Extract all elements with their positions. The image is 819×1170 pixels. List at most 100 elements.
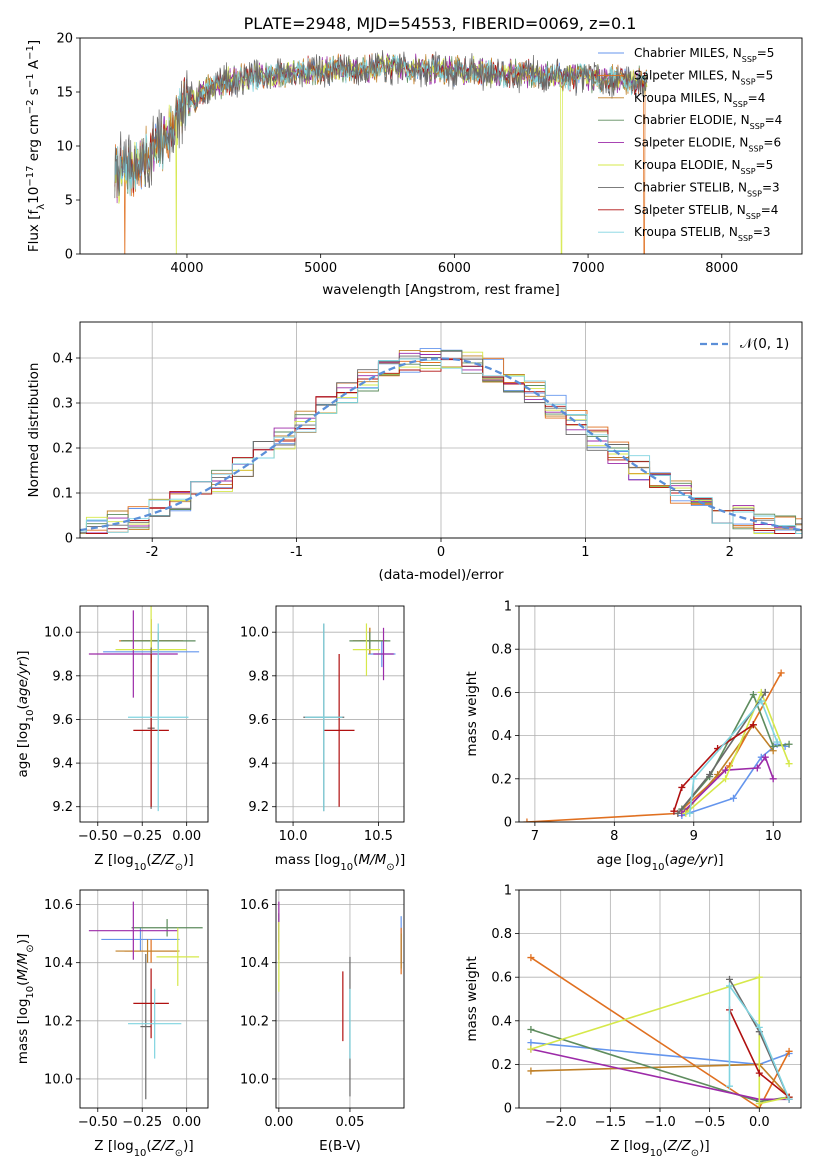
- mass-weight-point: [523, 818, 531, 822]
- label-part: erg cm: [26, 114, 42, 165]
- label-part: 10: [26, 187, 42, 204]
- label-part: Z [log: [94, 1138, 133, 1154]
- legend-label: Salpeter MILES, NSSP=5: [634, 68, 773, 86]
- x-axis-label: Z [log10(Z/Z⊙)]: [610, 1138, 709, 1159]
- label-part: ⊙: [175, 862, 183, 873]
- legend-label-count: =5: [756, 158, 774, 172]
- axes: 10.0 10.5 9.2 9.4 9.6 9.8 10.0 mass [log10(M/M⊙…: [240, 605, 405, 873]
- label-part: Z/Z: [151, 1138, 176, 1154]
- x-tick-label: −2.0: [545, 1115, 577, 1130]
- mass-weight-point: [726, 982, 734, 990]
- label-part: −1: [25, 45, 36, 60]
- legend-label: Kroupa MILES, NSSP=4: [634, 91, 765, 109]
- label-part: M/M: [358, 852, 386, 868]
- legend-label-name: Chabrier STELIB, N: [634, 180, 747, 194]
- axes: −0.50 −0.25 0.009.29.49.69.810.0Z [log10(Z…: [15, 605, 209, 873]
- x-tick-label: 10.5: [364, 829, 393, 844]
- label-part: 10: [134, 862, 147, 873]
- mass-weight-point: [773, 738, 781, 746]
- mass-weight-point: [761, 753, 769, 761]
- mass-weight-point: [785, 1047, 793, 1055]
- mass-vs-ebv-panel: 0.00 0.05 10.0 10.2 10.4 10.6 E(B-V): [240, 889, 405, 1154]
- x-tick-label: 10.0: [279, 829, 308, 844]
- legend-label-subscript: SSP: [746, 211, 761, 220]
- legend-label: 𝒩(0, 1): [740, 336, 789, 352]
- error-bar: [156, 927, 200, 986]
- error-bar: [352, 623, 381, 676]
- legend-label-name: Kroupa STELIB, N: [634, 225, 738, 239]
- legend-label-subscript: SSP: [742, 55, 757, 64]
- y-tick-label: 0.8: [491, 643, 512, 658]
- label-part: ⊙: [386, 862, 394, 873]
- y-tick-label: 0.6: [491, 971, 512, 986]
- label-part: −17: [25, 166, 36, 187]
- x-tick-label: 10: [765, 829, 782, 844]
- label-part: )]: [713, 852, 724, 868]
- legend-label: Salpeter STELIB, NSSP=4: [634, 203, 778, 221]
- age-vs-mass-panel: 10.0 10.5 9.2 9.4 9.6 9.8 10.0 mass [log10(M/M⊙…: [240, 605, 405, 873]
- legend-label: Chabrier MILES, NSSP=5: [634, 46, 774, 64]
- x-tick-label: −0.25: [122, 1115, 162, 1130]
- axes: −2.0 −1.5 −1.0 −0.5 0.0 0 0.2 0.4 0.6 0.8 1 Z [log1…: [464, 884, 802, 1159]
- y-axis-label: mass weight: [464, 671, 480, 756]
- mass-weight-point: [726, 1082, 734, 1090]
- mass-weight-point: [753, 764, 761, 772]
- label-part: )]: [699, 1138, 710, 1154]
- x-axis-label: Z [log10(Z/Z⊙)]: [94, 1138, 193, 1159]
- legend-label-count: =5: [756, 68, 774, 82]
- mass-weight-point: [670, 807, 678, 815]
- legend-label-subscript: SSP: [741, 167, 756, 176]
- axes-frame: [275, 889, 405, 1109]
- error-bar: [133, 654, 169, 807]
- axes-frame: [79, 321, 803, 539]
- label-part: (: [15, 981, 31, 986]
- mass-weight-point: [785, 1095, 793, 1103]
- mass-weight-point: [686, 809, 694, 817]
- y-tick-label: 10.0: [44, 1072, 73, 1087]
- y-axis-label: age [log10(age/yr)]: [15, 650, 36, 777]
- mass-weight-point: [527, 954, 535, 962]
- y-tick-label: 0.2: [491, 772, 512, 787]
- y-tick-label: 0: [504, 816, 512, 831]
- plot-area: [80, 348, 802, 534]
- x-tick-label: 4000: [170, 261, 203, 276]
- x-tick-label: 0.00: [264, 1115, 293, 1130]
- plot-area: [303, 623, 396, 812]
- mass-weight-point: [785, 740, 793, 748]
- grid-lines: [80, 606, 208, 822]
- y-tick-label: 5: [65, 194, 73, 209]
- label-part: s: [26, 88, 42, 99]
- label-part: Z [log: [610, 1138, 649, 1154]
- y-axis-label: mass [log10(M/M⊙)]: [15, 934, 36, 1064]
- label-part: (: [146, 852, 151, 868]
- mass-weight-point: [674, 809, 682, 817]
- mass-weight-point: [527, 1045, 535, 1053]
- label-part: mass [log: [275, 852, 341, 868]
- y-tick-label: 9.4: [248, 757, 269, 772]
- normal-reference-curve: [80, 357, 802, 532]
- mass-weight-point: [722, 775, 730, 783]
- x-tick-label: 5000: [304, 261, 337, 276]
- legend-label-count: =3: [762, 180, 780, 194]
- mass-weight-line: [673, 724, 754, 812]
- plot-area: [88, 606, 200, 812]
- plot-area: [88, 901, 203, 1100]
- mass-weight-point: [749, 721, 757, 729]
- error-bar: [101, 927, 180, 952]
- mass-weight-point: [706, 770, 714, 778]
- age-vs-metallicity-panel: −0.50 −0.25 0.009.29.49.69.810.0Z [log10(Z…: [15, 605, 209, 873]
- label-part: 10: [652, 862, 665, 873]
- label-part: Z/Z: [667, 1138, 692, 1154]
- legend-label-subscript: SSP: [750, 122, 765, 131]
- error-bar: [128, 623, 189, 812]
- y-tick-label: 0.4: [52, 352, 73, 367]
- y-tick-label: 0.3: [52, 397, 73, 412]
- x-tick-label: 0.05: [335, 1115, 364, 1130]
- y-tick-label: 9.4: [52, 757, 73, 772]
- legend-label-count: =3: [753, 225, 771, 239]
- label-part: (: [353, 852, 358, 868]
- y-tick-label: 0.4: [491, 729, 512, 744]
